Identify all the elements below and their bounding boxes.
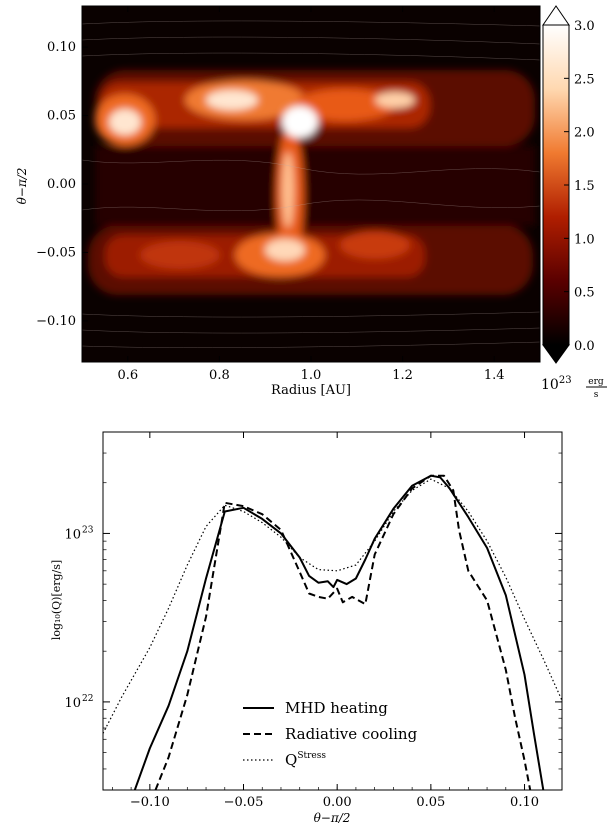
legend-label-radiative: Radiative cooling <box>285 725 418 743</box>
lineplot-xtick-label-4: 0.10 <box>510 795 539 810</box>
lineplot-xtick-label-3: 0.05 <box>416 795 445 810</box>
colorbar-tick-label-3: 1.5 <box>574 179 595 194</box>
legend-label-mhd: MHD heating <box>285 699 388 717</box>
heatmap-panel: 0.6 0.8 1.0 1.2 1.4 0.10 0.05 0.00 −0.05 −0.10 Ra… <box>15 5 541 398</box>
lineplot-ytick-label-1: 10 <box>64 527 81 542</box>
colorbar-tick-label-6: 3.0 <box>574 19 595 34</box>
heatmap-ytick-label-4: −0.10 <box>36 314 76 329</box>
lineplot-xtick-label-0: −0.10 <box>130 795 170 810</box>
series-line-1 <box>154 474 532 790</box>
colorbar-tick-label-0: 0.0 <box>574 339 595 354</box>
colorbar-tick-label-4: 2.0 <box>574 126 595 141</box>
legend-label-stress: Q <box>285 751 297 769</box>
colorbar-unit-base: 10 <box>541 377 559 393</box>
heatmap-ytick-label-1: 0.05 <box>47 109 76 124</box>
lineplot-background <box>103 432 562 790</box>
lineplot-xtick-label-2: 0.00 <box>323 795 352 810</box>
heatmap-field <box>82 20 540 348</box>
lineplot-xtick-label-1: −0.05 <box>224 795 264 810</box>
colorbar: 0.0 0.5 1.0 1.5 2.0 2.5 3.0 1023 erg s <box>541 5 607 400</box>
heatmap-ytick-label-2: 0.00 <box>47 177 76 192</box>
colorbar-tick-label-2: 1.0 <box>574 232 595 247</box>
colorbar-unit-exponent: 23 <box>559 375 572 386</box>
colorbar-tick-label-5: 2.5 <box>574 72 595 87</box>
heatmap-xtick-label-1: 0.8 <box>209 368 230 383</box>
colorbar-unit-numerator: erg <box>588 377 604 387</box>
heatmap-xtick-label-2: 1.0 <box>301 368 322 383</box>
legend-label-stress-superscript: Stress <box>297 751 326 761</box>
lineplot-ylabel: log₁₀(Q)[erg/s] <box>50 560 63 640</box>
colorbar-extend-max <box>542 5 570 26</box>
heatmap-ytick-label-0: 0.10 <box>47 40 76 55</box>
lineplot-ytick-exponent-1: 23 <box>82 525 94 535</box>
lineplot-series <box>103 474 562 790</box>
colorbar-unit: 1023 erg s <box>541 375 607 400</box>
heatmap-ytick-label-3: −0.05 <box>36 245 76 260</box>
colorbar-tick-label-1: 0.5 <box>574 286 595 301</box>
colorbar-unit-denominator: s <box>594 390 599 400</box>
colorbar-extend-min <box>542 344 570 364</box>
lineplot-xlabel: θ−π/2 <box>314 811 351 825</box>
heatmap-xtick-label-4: 1.4 <box>484 368 505 383</box>
heatmap-xlabel: Radius [AU] <box>271 383 351 398</box>
series-line-2 <box>103 478 562 734</box>
svg-text:QStress: QStress <box>285 751 326 769</box>
colorbar-ticks: 0.0 0.5 1.0 1.5 2.0 2.5 3.0 <box>564 19 595 354</box>
heatmap-xtick-label-0: 0.6 <box>117 368 138 383</box>
lineplot-legend: MHD heating Radiative cooling QStress <box>243 699 418 769</box>
heatmap-xtick-label-3: 1.2 <box>392 368 413 383</box>
heatmap-axes: 0.6 0.8 1.0 1.2 1.4 0.10 0.05 0.00 −0.05 −0.10 <box>36 6 505 383</box>
lineplot-ytick-exponent-0: 22 <box>82 694 93 704</box>
lineplot-frame <box>102 431 563 791</box>
svg-text:1023: 1023 <box>541 375 572 393</box>
heatmap-ylabel: θ−π/2 <box>15 168 29 205</box>
lineplot-ytick-label-0: 10 <box>64 696 81 711</box>
